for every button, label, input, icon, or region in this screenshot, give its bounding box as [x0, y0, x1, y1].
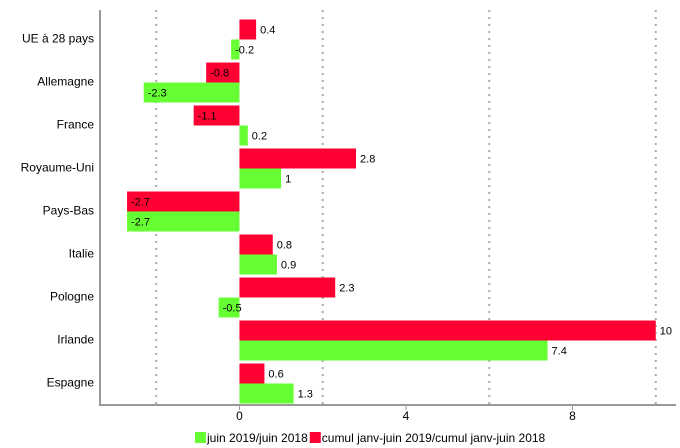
y-tick-label: Allemagne	[37, 75, 94, 89]
value-label: 0.2	[252, 130, 267, 142]
value-label: 0.8	[277, 239, 292, 251]
bar	[127, 211, 240, 232]
value-label: 10	[660, 325, 672, 337]
bar	[239, 125, 248, 146]
value-label: 0.9	[281, 259, 296, 271]
y-tick-label: France	[57, 118, 95, 132]
legend-label: cumul janv-juin 2019/cumul janv-juin 201…	[322, 431, 546, 445]
bar	[206, 62, 240, 83]
bar	[239, 148, 357, 169]
value-label: -0.2	[235, 44, 254, 56]
value-label: -2.7	[131, 216, 150, 228]
bar	[193, 105, 240, 126]
legend-swatch	[309, 432, 321, 443]
bar	[218, 297, 240, 318]
y-tick-label: Pologne	[50, 290, 94, 304]
y-tick-label: Royaume-Uni	[21, 161, 94, 175]
bar	[239, 19, 257, 40]
value-label: 1.3	[298, 388, 313, 400]
bar	[239, 320, 656, 341]
x-tick-label: 0	[236, 409, 243, 423]
bar	[239, 383, 294, 404]
bar	[127, 191, 240, 212]
y-tick-label: Espagne	[47, 376, 95, 390]
legend-label: juin 2019/juin 2018	[206, 431, 308, 445]
bar	[143, 82, 240, 103]
value-label: -0.5	[223, 302, 242, 314]
bar	[239, 277, 336, 298]
y-tick-label: UE à 28 pays	[22, 32, 94, 46]
x-tick-label: 8	[569, 409, 576, 423]
value-label: -2.3	[148, 87, 167, 99]
bar	[239, 254, 277, 275]
value-label: -0.8	[210, 67, 229, 79]
bar	[239, 363, 265, 384]
value-label: 0.6	[268, 368, 283, 380]
x-tick-label: 4	[403, 409, 410, 423]
value-label: 7.4	[552, 345, 567, 357]
value-label: -1.1	[198, 110, 217, 122]
legend-swatch	[195, 432, 206, 443]
value-label: 2.3	[339, 282, 354, 294]
value-label: 0.4	[260, 24, 275, 36]
y-tick-label: Italie	[69, 247, 95, 261]
bar	[231, 39, 240, 60]
bar	[239, 168, 282, 189]
value-label: 1	[285, 173, 291, 185]
value-label: -2.7	[131, 196, 150, 208]
value-label: 2.8	[360, 153, 375, 165]
y-tick-label: Pays-Bas	[43, 204, 94, 218]
bar	[239, 340, 548, 361]
bar	[239, 234, 273, 255]
y-tick-label: Irlande	[57, 333, 94, 347]
